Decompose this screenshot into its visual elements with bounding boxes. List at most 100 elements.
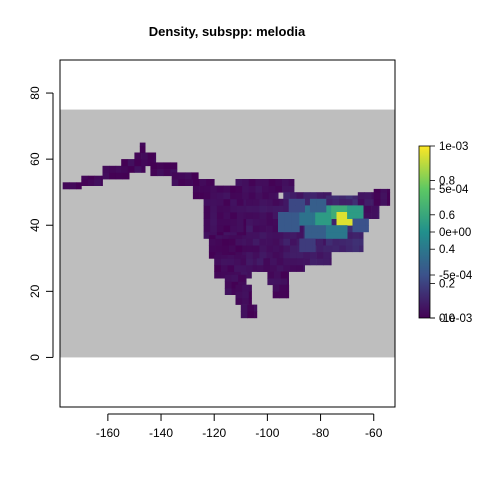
density-cell <box>311 231 319 239</box>
density-cell <box>259 245 267 253</box>
density-cell <box>255 192 263 200</box>
density-cell <box>357 192 365 200</box>
density-cell <box>206 179 214 186</box>
density-cell <box>282 179 289 186</box>
density-cell <box>373 192 381 200</box>
density-cell <box>252 212 260 219</box>
density-cell <box>199 185 207 193</box>
density-cell <box>87 179 95 186</box>
density-cell <box>305 245 313 253</box>
density-cell <box>272 205 280 213</box>
density-cell <box>62 182 70 190</box>
density-cell <box>139 142 146 147</box>
density-cell <box>242 185 250 193</box>
y-tick-label: 20 <box>28 284 42 298</box>
density-cell <box>210 225 218 233</box>
density-cell <box>283 258 291 266</box>
density-cell <box>238 274 246 282</box>
density-cell <box>332 238 340 246</box>
density-cell <box>222 238 230 246</box>
density-cell <box>235 297 243 305</box>
density-cell <box>203 192 211 200</box>
density-cell <box>331 212 339 219</box>
density-cell <box>312 212 316 219</box>
density-cell <box>259 225 267 233</box>
density-cell <box>332 198 340 206</box>
density-cell <box>290 231 297 239</box>
density-cell <box>323 258 331 266</box>
density-cell <box>336 212 344 219</box>
density-cell <box>223 192 231 200</box>
density-cell <box>262 192 270 200</box>
density-cell <box>246 238 254 246</box>
density-cell <box>305 238 313 246</box>
density-cell <box>321 212 329 219</box>
density-cell <box>295 205 303 213</box>
density-cell <box>259 218 267 226</box>
density-cells <box>62 142 391 319</box>
density-cell <box>352 231 360 239</box>
density-cell <box>364 205 372 213</box>
density-cell <box>150 162 158 170</box>
density-cell <box>371 212 379 219</box>
legend-label: -5e-04 <box>439 270 473 282</box>
density-cell <box>246 205 254 213</box>
density-cell <box>303 264 305 272</box>
density-cell <box>364 192 372 200</box>
density-cell <box>329 251 332 259</box>
density-cell <box>230 198 238 206</box>
density-cell <box>373 198 381 206</box>
density-cell <box>224 288 232 295</box>
density-cell <box>323 198 327 206</box>
density-cell <box>185 172 192 180</box>
density-cell <box>282 185 289 193</box>
density-cell <box>248 291 252 299</box>
density-cell <box>345 225 353 233</box>
density-cell <box>328 218 332 226</box>
density-cell <box>315 212 323 219</box>
density-cell <box>240 311 248 319</box>
density-cell <box>296 231 304 239</box>
density-cell <box>178 179 186 186</box>
legend-label: 0.8 <box>439 175 455 187</box>
density-cell <box>339 195 347 200</box>
density-cell <box>223 205 231 213</box>
density-cell <box>325 198 333 206</box>
density-cell <box>272 198 280 206</box>
density-cell <box>266 245 274 253</box>
density-cell <box>339 198 347 206</box>
density-cell <box>247 311 255 319</box>
density-cell <box>171 179 179 186</box>
density-cell <box>246 225 254 233</box>
density-cell <box>248 284 252 292</box>
density-cell <box>279 198 287 206</box>
density-cell <box>199 192 207 200</box>
density-cell <box>191 172 199 180</box>
density-cell <box>323 205 327 213</box>
density-cell <box>278 218 285 226</box>
density-cell <box>352 195 360 200</box>
density-cell <box>359 231 364 239</box>
density-cell <box>210 205 218 213</box>
density-cell <box>231 274 239 282</box>
density-cell <box>303 258 305 266</box>
density-cell <box>303 192 311 200</box>
density-cell <box>325 231 333 239</box>
density-cell <box>252 245 260 253</box>
density-cell <box>329 258 332 266</box>
density-cell <box>280 271 288 279</box>
density-cell <box>246 231 254 239</box>
density-cell <box>228 238 236 246</box>
density-cell <box>102 172 110 180</box>
density-cell <box>304 231 312 239</box>
density-cell <box>299 245 307 253</box>
density-cell <box>331 205 339 213</box>
density-cell <box>266 238 274 246</box>
density-cell <box>255 179 263 186</box>
density-cell <box>240 258 248 266</box>
legend-label: 0.2 <box>439 279 455 291</box>
density-cell <box>284 218 292 226</box>
density-cell <box>235 185 243 193</box>
density-cell <box>214 255 222 259</box>
legend-label: 5e-04 <box>439 184 469 196</box>
